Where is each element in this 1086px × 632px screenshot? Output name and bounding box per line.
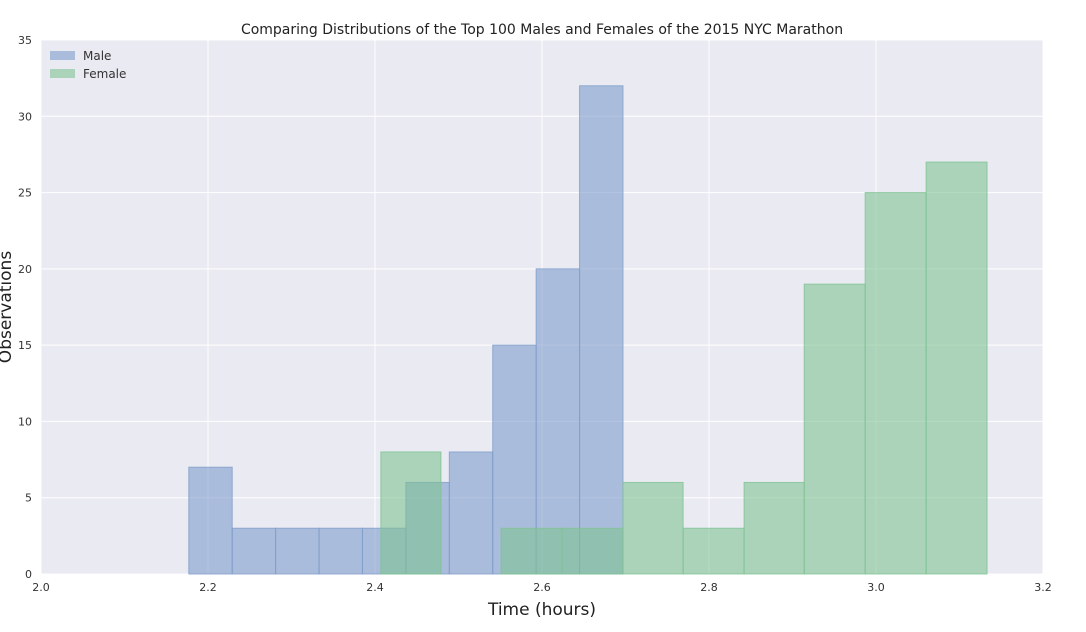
- y-tick-label: 0: [25, 568, 32, 581]
- x-tick-label: 3.2: [1034, 581, 1052, 594]
- female-bar: [561, 527, 624, 575]
- female-bar: [682, 527, 745, 575]
- male-bar: [188, 466, 233, 575]
- y-tick-label: 35: [18, 34, 32, 47]
- y-tick-label: 10: [18, 415, 32, 428]
- female-bar: [380, 451, 442, 575]
- legend-label-female: Female: [83, 67, 126, 81]
- male-bar: [231, 527, 277, 575]
- chart-title: Comparing Distributions of the Top 100 M…: [241, 22, 843, 38]
- male-bar: [318, 527, 363, 575]
- x-tick-label: 2.8: [700, 581, 718, 594]
- y-tick-label: 30: [18, 110, 32, 123]
- female-bar: [803, 283, 866, 575]
- male-bar: [275, 527, 320, 575]
- y-axis-label: Observations: [0, 251, 16, 364]
- x-tick-label: 2.2: [199, 581, 217, 594]
- x-tick-label: 2.0: [32, 581, 50, 594]
- histogram-bars: [188, 85, 988, 575]
- male-bar: [448, 451, 494, 575]
- legend-swatch-male: [50, 51, 75, 60]
- y-tick-label: 5: [25, 492, 32, 505]
- y-tick-labels: 0 5 10 15 20 25 30 35: [18, 34, 32, 581]
- y-tick-label: 25: [18, 187, 32, 200]
- y-tick-label: 15: [18, 339, 32, 352]
- legend-label-male: Male: [83, 49, 111, 63]
- legend-swatch-female: [50, 69, 75, 78]
- x-tick-labels: 2.0 2.2 2.4 2.6 2.8 3.0 3.2: [32, 581, 1052, 594]
- y-tick-label: 20: [18, 263, 32, 276]
- female-bar: [743, 481, 805, 575]
- female-bar: [925, 161, 988, 575]
- female-bar: [864, 192, 927, 575]
- x-tick-label: 3.0: [867, 581, 885, 594]
- x-axis-label: Time (hours): [487, 600, 596, 620]
- legend: Male Female: [50, 49, 126, 81]
- x-tick-label: 2.4: [366, 581, 384, 594]
- female-bar: [500, 527, 563, 575]
- female-bar: [622, 481, 684, 575]
- male-bar: [579, 85, 624, 575]
- x-tick-label: 2.6: [533, 581, 551, 594]
